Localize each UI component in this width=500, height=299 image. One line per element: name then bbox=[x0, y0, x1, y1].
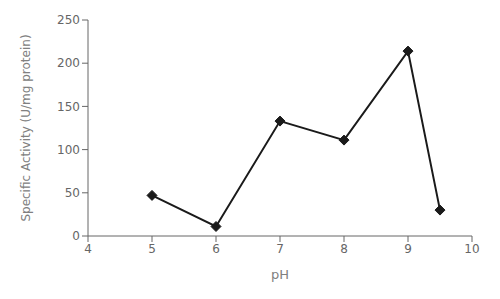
svg-text:100: 100 bbox=[57, 143, 80, 157]
svg-text:0: 0 bbox=[72, 229, 80, 243]
svg-text:8: 8 bbox=[340, 242, 348, 256]
svg-text:6: 6 bbox=[212, 242, 220, 256]
svg-text:7: 7 bbox=[276, 242, 284, 256]
svg-text:pH: pH bbox=[271, 267, 289, 282]
svg-text:9: 9 bbox=[404, 242, 412, 256]
svg-text:50: 50 bbox=[65, 186, 80, 200]
svg-text:5: 5 bbox=[148, 242, 156, 256]
svg-text:200: 200 bbox=[57, 56, 80, 70]
svg-text:250: 250 bbox=[57, 13, 80, 27]
svg-text:Specific Activity (U/mg protei: Specific Activity (U/mg protein) bbox=[19, 34, 33, 221]
svg-text:4: 4 bbox=[84, 242, 92, 256]
svg-text:10: 10 bbox=[464, 242, 479, 256]
svg-text:150: 150 bbox=[57, 100, 80, 114]
